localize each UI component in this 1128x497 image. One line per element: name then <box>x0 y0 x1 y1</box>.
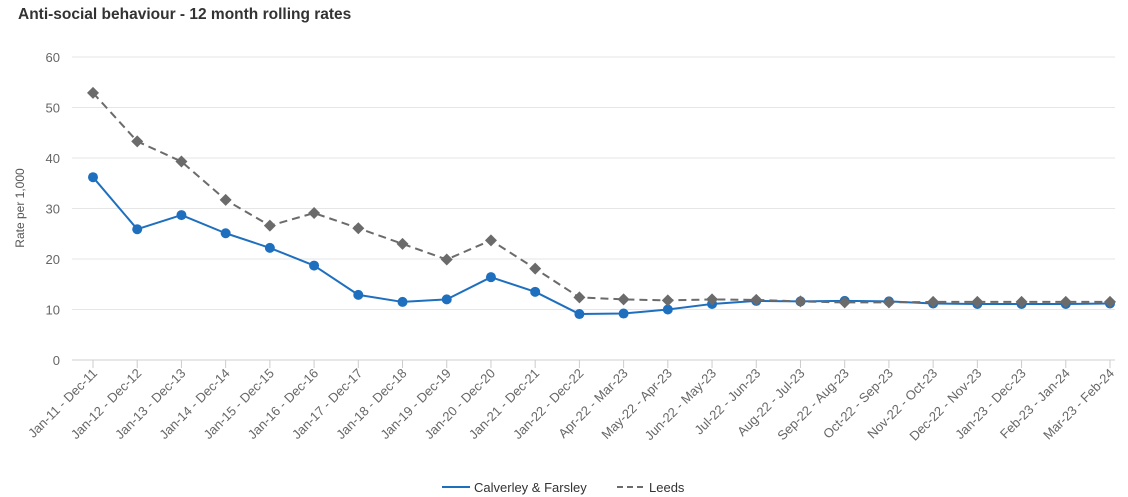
series-line <box>92 176 1111 316</box>
y-tick-label: 20 <box>46 252 60 267</box>
data-point <box>882 296 895 309</box>
data-point <box>132 224 143 235</box>
grid-lines <box>72 56 1115 361</box>
legend-label: Calverley & Farsley <box>474 480 587 495</box>
data-point <box>219 193 232 206</box>
series-layer <box>87 86 1116 320</box>
data-point <box>662 304 673 315</box>
data-point <box>263 219 276 232</box>
data-point <box>352 222 365 235</box>
chart-title: Anti-social behaviour - 12 month rolling… <box>18 6 352 23</box>
legend[interactable]: Calverley & Farsley Leeds <box>442 480 685 495</box>
data-point <box>176 210 187 221</box>
data-point <box>617 293 630 306</box>
data-point <box>927 295 940 308</box>
data-point <box>264 242 275 253</box>
data-point <box>131 135 144 148</box>
data-point <box>706 293 719 306</box>
data-point <box>440 253 453 266</box>
data-point <box>88 172 98 183</box>
data-point <box>220 228 231 239</box>
data-point <box>618 308 629 319</box>
data-point <box>175 155 188 168</box>
legend-item-1[interactable]: Leeds <box>617 480 685 495</box>
data-point <box>396 237 409 250</box>
y-tick-label: 60 <box>46 50 60 65</box>
data-point <box>794 295 807 308</box>
data-point <box>661 294 674 307</box>
data-point <box>441 294 452 305</box>
data-point <box>574 309 585 320</box>
data-point <box>485 272 496 283</box>
y-tick-label: 40 <box>46 151 60 166</box>
data-point <box>353 289 364 300</box>
data-point <box>1104 295 1116 308</box>
data-point <box>484 234 497 247</box>
series-line <box>92 92 1110 304</box>
series-0 <box>88 172 1115 320</box>
data-point <box>530 286 541 297</box>
data-point <box>971 295 984 308</box>
data-point <box>529 262 542 275</box>
data-point <box>308 207 321 220</box>
data-point <box>87 86 99 99</box>
series-1 <box>87 86 1116 309</box>
y-tick-label: 0 <box>53 353 60 368</box>
legend-label: Leeds <box>649 480 685 495</box>
data-point <box>1059 295 1072 308</box>
y-tick-label: 10 <box>46 303 60 318</box>
y-tick-label: 50 <box>46 101 60 116</box>
data-point <box>573 291 586 304</box>
y-tick-label: 30 <box>46 202 60 217</box>
y-axis-ticks: 0 10 20 30 40 50 60 <box>46 50 60 368</box>
data-point <box>309 260 320 271</box>
data-point <box>1015 295 1028 308</box>
data-point <box>838 296 851 309</box>
data-point <box>397 296 408 307</box>
y-axis-title: Rate per 1,000 <box>13 168 27 248</box>
legend-item-0[interactable]: Calverley & Farsley <box>442 480 587 495</box>
data-point <box>750 293 763 306</box>
